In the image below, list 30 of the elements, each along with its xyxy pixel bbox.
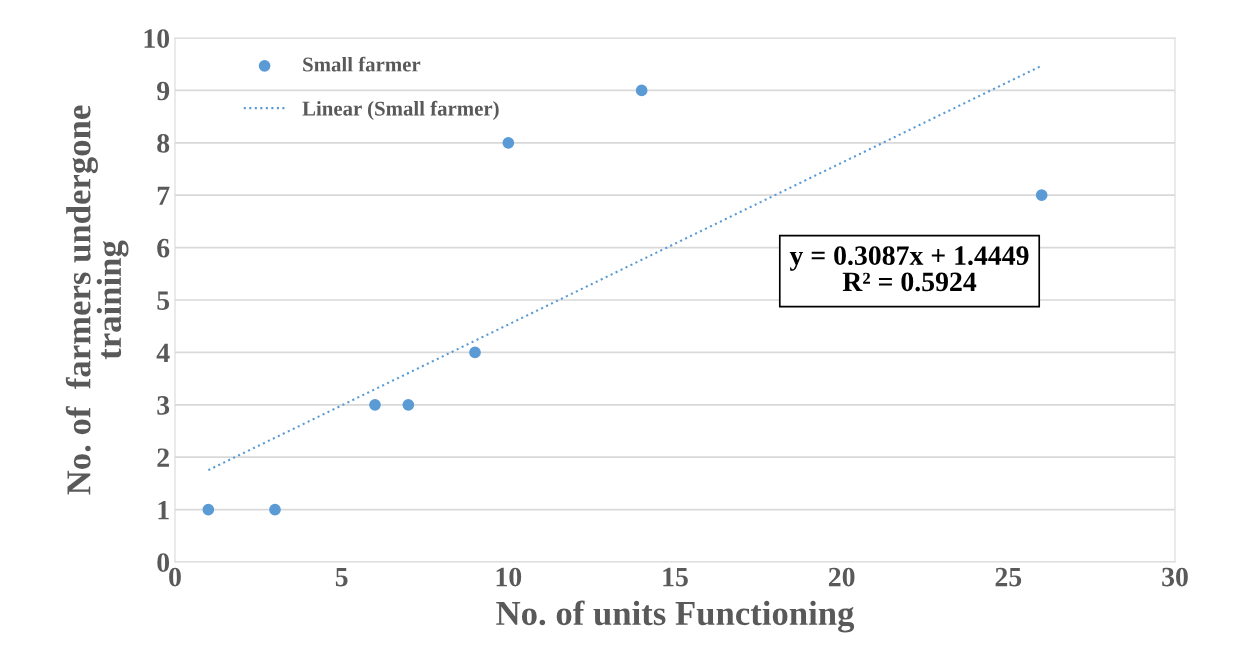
y-tick-label: 3 [157, 396, 170, 415]
point [469, 346, 481, 359]
x-tick-label: 30 [1162, 567, 1188, 587]
legend-label: Linear (Small farmer) [302, 100, 499, 120]
point [502, 136, 515, 149]
y-tick-label: 10 [144, 29, 170, 48]
y-tick-label: 8 [157, 133, 170, 153]
x-tick-label: 15 [663, 567, 688, 587]
y-tick-label: 0 [157, 553, 170, 572]
point [1035, 189, 1048, 202]
x-tick-label: 25 [995, 567, 1022, 587]
y-tick-label: 2 [157, 448, 169, 467]
x-tick-label: 5 [335, 567, 348, 587]
y-tick-label: 1 [158, 500, 169, 520]
point [635, 84, 648, 97]
legend-label: Small farmer [303, 56, 421, 72]
y-tick-label: 4 [156, 343, 170, 363]
y-tick-label: 9 [157, 81, 170, 101]
point [369, 398, 381, 411]
y-tick-label: 7 [157, 186, 170, 205]
y-axis-title: No. of farmers undergone training [65, 105, 129, 495]
x-tick-label: 20 [828, 567, 855, 587]
point [402, 398, 415, 411]
point [269, 503, 281, 516]
x-axis-title: No. of units Functioning [496, 600, 855, 633]
y-tick-label: 6 [157, 238, 170, 258]
annotation: y = 0.3087x + 1.4449 R² = 0.5924 [789, 246, 1029, 292]
x-tick-label: 10 [496, 567, 522, 587]
point [202, 503, 215, 516]
y-tick-label: 5 [157, 291, 170, 310]
